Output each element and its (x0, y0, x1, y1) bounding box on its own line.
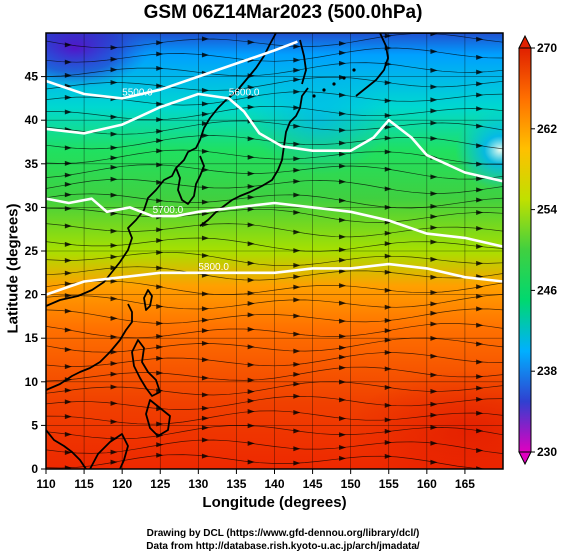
coastline-luzon (131, 339, 161, 397)
colorbar-tick-label: 270 (537, 41, 557, 55)
y-axis-ticks: 0 5 10 15 20 25 30 35 40 45 (25, 70, 46, 476)
x-axis-label: Longitude (degrees) (202, 494, 347, 511)
x-tick-label: 145 (303, 477, 323, 491)
contour-label: 5700.0 (153, 205, 184, 216)
x-tick-label: 135 (226, 477, 246, 491)
y-tick-label: 0 (31, 462, 38, 476)
colorbar-tick-label: 238 (537, 364, 557, 378)
x-axis-ticks: 110 115 120 125 130 135 140 145 150 155 160 165 (36, 469, 475, 491)
geopotential-contours: 5500.0 5600.0 5700.0 5800.0 (46, 40, 503, 296)
y-tick-label: 15 (25, 331, 39, 345)
coastline-manchuria (235, 33, 277, 93)
x-tick-label: 120 (112, 477, 132, 491)
contour-3 (46, 262, 503, 296)
x-tick-label: 130 (188, 477, 208, 491)
x-tick-label: 140 (264, 477, 284, 491)
contour-1 (46, 92, 503, 183)
coastline-philippines-south (145, 399, 171, 437)
colorbar-tick-label: 246 (537, 283, 557, 297)
coastline-indochina (46, 429, 87, 469)
x-tick-label: 155 (379, 477, 399, 491)
x-tick-label: 125 (150, 477, 170, 491)
y-tick-label: 45 (25, 70, 39, 84)
credit-data: Data from http://database.rish.kyoto-u.a… (146, 541, 420, 552)
y-tick-label: 35 (25, 157, 39, 171)
chart-title: GSM 06Z14Mar2023 (500.0hPa) (143, 2, 423, 23)
credit-drawing: Drawing by DCL (https://www.gfd-dennou.o… (146, 528, 420, 539)
cold-low-east (455, 110, 503, 190)
y-tick-label: 5 (31, 418, 38, 432)
coastline-sakhalin (299, 39, 307, 85)
contour-label: 5600.0 (229, 87, 260, 98)
kuril-islands (312, 68, 356, 98)
x-tick-label: 150 (341, 477, 361, 491)
coastline-japan (199, 87, 309, 227)
cold-core-northwest (46, 33, 150, 88)
colorbar-gradient (518, 47, 532, 453)
y-tick-label: 30 (25, 200, 39, 214)
x-tick-label: 110 (36, 477, 56, 491)
x-tick-label: 160 (417, 477, 437, 491)
colorbar-tick-label: 230 (537, 445, 557, 459)
y-tick-label: 25 (25, 244, 39, 258)
colorbar-max-triangle (518, 34, 532, 49)
coastline-kamchatka (355, 33, 389, 97)
colorbar-tick-label: 254 (537, 203, 557, 217)
wind-streamlines (46, 33, 503, 469)
contour-2 (46, 197, 503, 248)
contour-label: 5500.0 (122, 87, 153, 98)
coastline-taiwan (143, 289, 153, 311)
colorbar-min-triangle (518, 451, 532, 466)
korea-peninsula (175, 155, 205, 205)
coastline-borneo (89, 433, 129, 469)
y-tick-label: 20 (25, 288, 39, 302)
x-tick-label: 165 (455, 477, 475, 491)
x-tick-label: 115 (74, 477, 94, 491)
contour-label: 5800.0 (198, 262, 229, 273)
colorbar-tick-label: 262 (537, 122, 557, 136)
y-tick-label: 40 (25, 113, 39, 127)
contour-0 (46, 40, 298, 100)
colorbar: 270 262 254 246 238 230 (518, 34, 557, 466)
y-tick-label: 10 (25, 375, 39, 389)
coastline-south-china (46, 303, 133, 391)
